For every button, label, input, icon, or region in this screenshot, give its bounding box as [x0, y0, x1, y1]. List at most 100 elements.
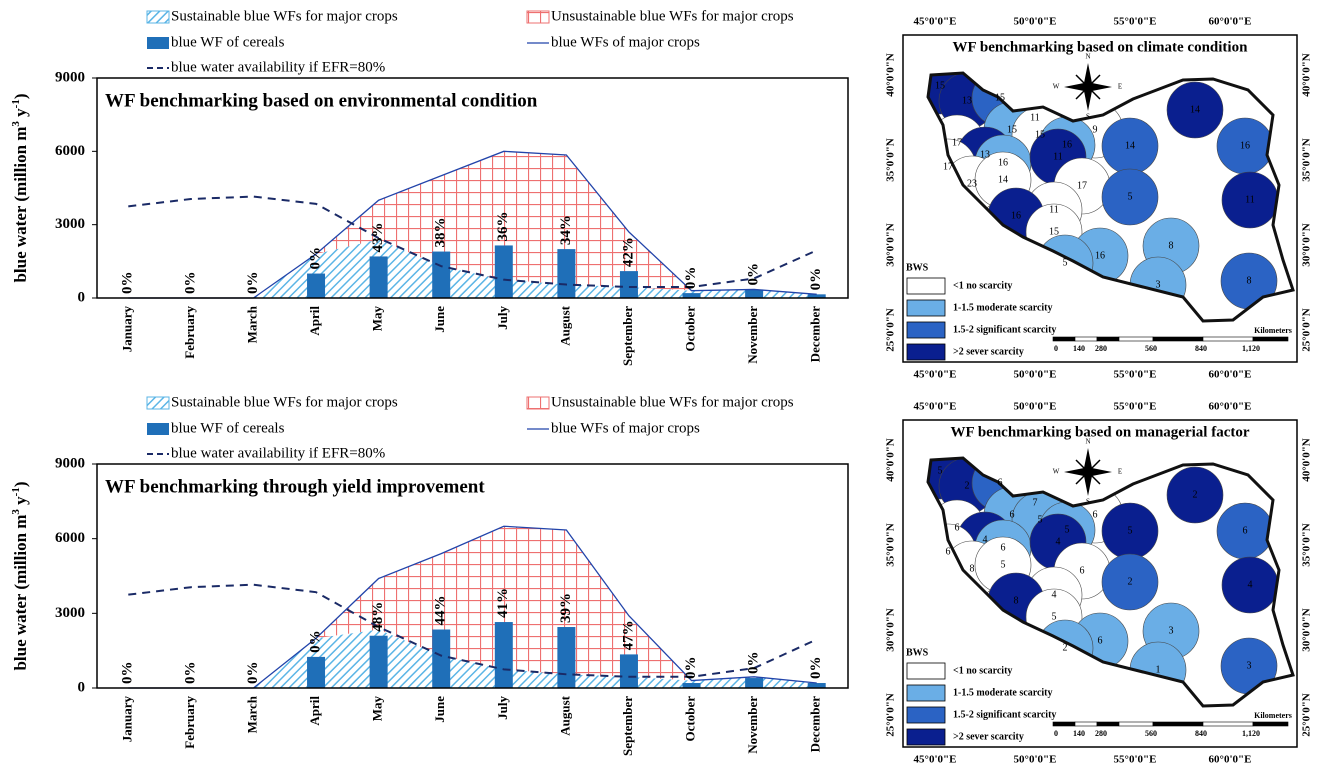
compass-letter: E: [1118, 468, 1122, 476]
bar: [432, 251, 451, 298]
scale-label: 280: [1095, 729, 1107, 738]
x-tick-label: September: [620, 306, 635, 366]
x-tick-label: March: [244, 305, 259, 343]
lon-label: 60°0'0"E: [1209, 369, 1252, 381]
legend-label: Unsustainable blue WFs for major crops: [551, 394, 794, 410]
y-axis-label: blue water (million m3 y-1): [10, 481, 30, 670]
legend-label: >2 sever scarcity: [953, 731, 1024, 742]
bar: [494, 622, 513, 688]
region-label: 8: [1169, 240, 1174, 251]
percent-label: 0%: [307, 247, 323, 270]
lat-label: 35°0'0"N: [1301, 138, 1313, 182]
region-label: 4: [1052, 589, 1057, 600]
bar: [619, 271, 638, 298]
lat-label: 35°0'0"N: [885, 523, 897, 567]
scale-label: 560: [1145, 344, 1157, 353]
lon-label: 55°0'0"E: [1114, 16, 1157, 28]
legend-label: 1.5-2 significant scarcity: [953, 324, 1056, 335]
region-label: 15: [1035, 129, 1045, 140]
y-tick-label: 3000: [55, 216, 85, 232]
y-tick-label: 6000: [55, 530, 85, 546]
x-tick-label: December: [808, 696, 823, 753]
x-tick-label: February: [182, 696, 197, 749]
lat-label: 40°0'0"N: [1301, 438, 1313, 482]
legend-label: Sustainable blue WFs for major crops: [171, 394, 398, 410]
x-tick-label: July: [495, 696, 510, 720]
region-label: 23: [967, 178, 977, 189]
compass-letter: W: [1053, 83, 1060, 91]
lat-label: 25°0'0"N: [885, 693, 897, 737]
legend-label: blue water availability if EFR=80%: [171, 59, 385, 75]
region-label: 6: [1080, 565, 1085, 576]
region-label: 5: [1052, 611, 1057, 622]
legend-label: Sustainable blue WFs for major crops: [171, 8, 398, 24]
legend-label: blue WFs of major crops: [551, 420, 700, 436]
sustainable-area: [128, 239, 817, 298]
x-tick-label: February: [182, 306, 197, 359]
x-tick-label: January: [119, 696, 134, 743]
scale-bar: [1118, 336, 1154, 342]
region-label: 2: [1128, 576, 1133, 587]
percent-label: 38%: [433, 218, 449, 248]
scale-label: 560: [1145, 729, 1157, 738]
scale-label: 1,120: [1242, 729, 1260, 738]
region-label: 16: [1011, 210, 1021, 221]
region-label: 14: [998, 174, 1008, 185]
percent-label: 0%: [182, 272, 198, 295]
lon-label: 50°0'0"E: [1014, 369, 1057, 381]
y-axis-label-part: blue water (million m: [11, 127, 30, 283]
chart-title: WF benchmarking based on environmental c…: [105, 90, 538, 111]
lon-label: 60°0'0"E: [1209, 16, 1252, 28]
percent-label: 34%: [558, 215, 574, 245]
percent-label: 0%: [808, 657, 824, 680]
region-label: 5: [938, 465, 943, 476]
lon-label: 55°0'0"E: [1114, 754, 1157, 764]
lon-label: 45°0'0"E: [914, 369, 957, 381]
legend-label: blue WFs of major crops: [551, 34, 700, 50]
bar: [432, 629, 451, 688]
regions: [928, 458, 1279, 699]
x-tick-label: May: [370, 696, 385, 722]
region-label: 8: [970, 563, 975, 574]
region-label: 17: [943, 161, 953, 172]
y-axis-label-part: 3: [10, 509, 22, 515]
scale-label: 840: [1195, 729, 1207, 738]
lat-label: 30°0'0"N: [885, 608, 897, 652]
y-axis-label-part: 3: [10, 121, 22, 127]
lat-label: 35°0'0"N: [885, 138, 897, 182]
x-tick-label: July: [495, 306, 510, 330]
x-tick-label: September: [620, 696, 635, 756]
legend-swatch: [906, 321, 946, 339]
region-label: 5: [1038, 514, 1043, 525]
scale-bar: [1096, 336, 1120, 342]
x-tick-label: August: [557, 305, 572, 345]
lat-label: 35°0'0"N: [1301, 523, 1313, 567]
legend-swatch: [526, 396, 550, 410]
y-axis-label-part: ): [11, 93, 30, 99]
region-label: 5: [1001, 559, 1006, 570]
percent-label: 0%: [120, 662, 136, 685]
compass-diag: [1075, 459, 1101, 485]
percent-label: 39%: [558, 593, 574, 623]
scale-label: 140: [1073, 729, 1085, 738]
legend-label: 1-1.5 moderate scarcity: [953, 302, 1053, 313]
lon-label: 45°0'0"E: [914, 401, 957, 413]
legend-title: BWS: [906, 647, 929, 658]
bar: [557, 249, 576, 298]
legend-swatch: [526, 10, 550, 24]
lat-label: 30°0'0"N: [1301, 223, 1313, 267]
y-tick-label: 6000: [55, 143, 85, 159]
legend-swatch: [906, 684, 946, 702]
percent-label: 48%: [370, 602, 386, 632]
region-label: 7: [1033, 497, 1038, 508]
compass-letter: W: [1053, 468, 1060, 476]
region-label: 3: [1156, 279, 1161, 290]
y-axis-label-part: y: [11, 108, 30, 121]
x-tick-label: January: [119, 306, 134, 353]
y-axis-label-part: ): [11, 481, 30, 487]
bar: [557, 627, 576, 688]
percent-label: 41%: [495, 588, 511, 618]
legend-label: 1.5-2 significant scarcity: [953, 709, 1056, 720]
bar: [807, 294, 826, 298]
legend-swatch: [146, 396, 170, 410]
